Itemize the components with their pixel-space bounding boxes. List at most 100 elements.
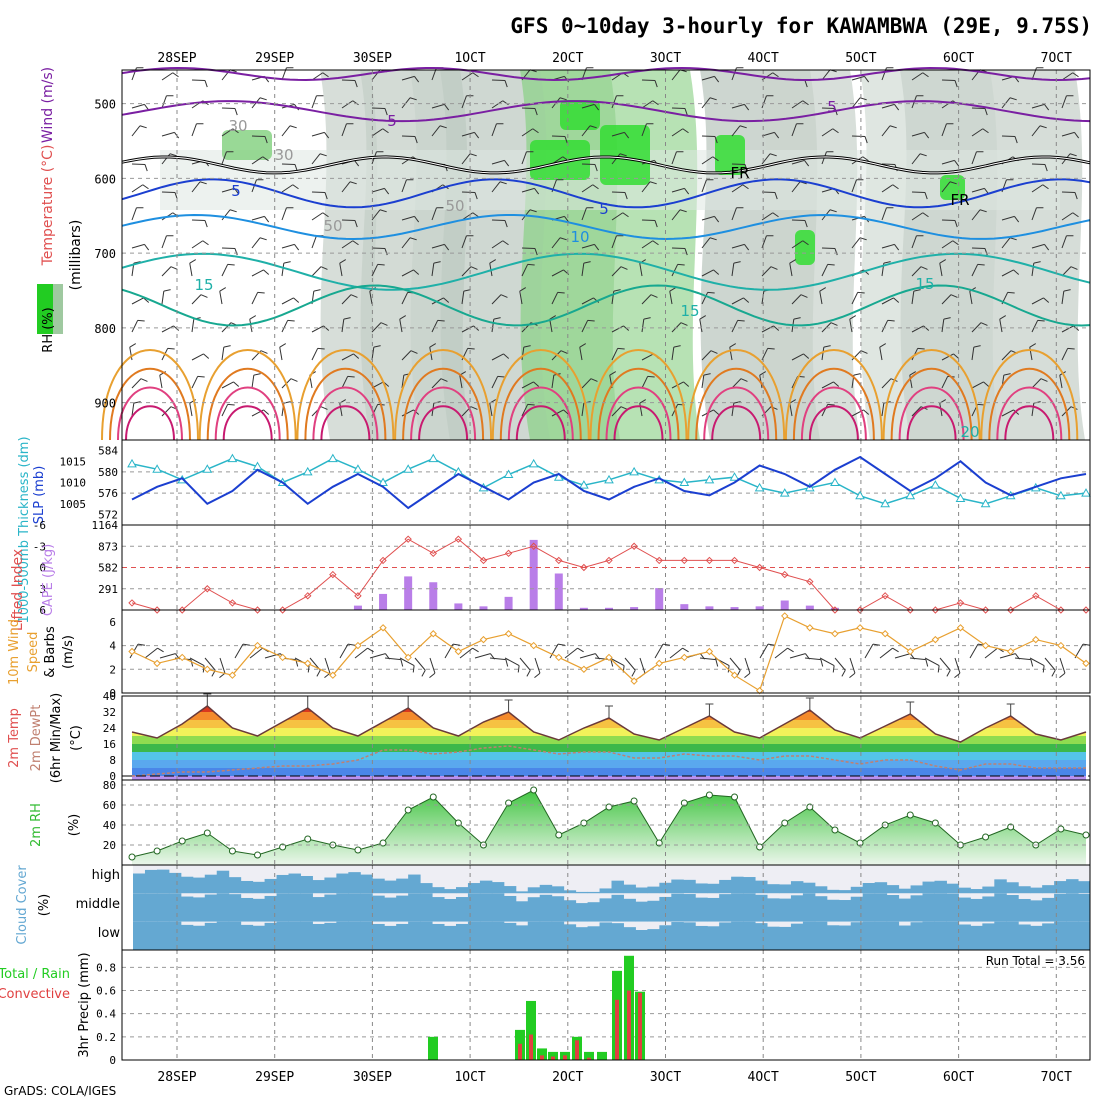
- cloud-cover-bar: [611, 894, 624, 922]
- upper-wind-barb: [1031, 184, 1044, 193]
- temperature-contour-line: [121, 178, 1091, 209]
- upper-wind-barb: [581, 263, 585, 277]
- upper-wind-barb-flag: [503, 353, 510, 359]
- cloud-cover-bar: [228, 921, 242, 950]
- cloud-cover-bar: [156, 893, 170, 922]
- temp-minmax-bar: [504, 699, 513, 712]
- cloud-cover-bar: [1018, 898, 1031, 922]
- surface-wind-barb-flag: [517, 665, 520, 673]
- time-axis-top-label: 1OCT: [454, 51, 485, 66]
- upper-wind-barb: [761, 325, 774, 333]
- upper-wind-barb-flag: [564, 136, 568, 144]
- cloud-cover-bar: [527, 887, 541, 894]
- rh2m-marker: [203, 829, 211, 837]
- cloud-cover-bar: [408, 893, 421, 922]
- upper-wind-barb: [281, 243, 295, 249]
- contour-label: FR: [730, 164, 749, 182]
- wind-speed-marker: [404, 653, 412, 662]
- surface-wind-barb-flag: [662, 643, 670, 646]
- upper-wind-barb-flag: [323, 325, 330, 331]
- cloud-cover-bar: [898, 925, 912, 950]
- cloud-cover-bar: [767, 884, 780, 894]
- upper-wind-barb: [551, 269, 564, 277]
- panel5-ytick: 32: [103, 706, 116, 719]
- cloud-cover-bar: [551, 921, 565, 950]
- wind-speed-marker: [1006, 647, 1015, 656]
- upper-wind-barb: [371, 209, 381, 221]
- surface-wind-barb: [549, 643, 559, 659]
- upper-wind-barb: [791, 240, 804, 249]
- upper-wind-barb: [701, 350, 712, 361]
- temp2m-axis-label: (°C): [69, 725, 84, 751]
- upper-wind-barb-flag: [684, 188, 690, 195]
- upper-wind-barb-flag: [463, 289, 471, 292]
- cloud-cover-bar: [1054, 921, 1067, 950]
- cloud-cover-bar: [970, 925, 983, 950]
- cloud-cover-bar: [623, 898, 636, 922]
- cloud-cover-bar: [312, 897, 325, 922]
- surface-wind-barb-flag: [347, 643, 355, 646]
- temp-minmax-bar: [303, 695, 312, 708]
- upper-wind-barb-flag: [673, 345, 681, 348]
- upper-wind-barb: [401, 375, 405, 389]
- upper-wind-barb: [311, 95, 317, 109]
- upper-wind-barb-flag: [142, 184, 149, 190]
- wind-speed-marker: [1032, 635, 1040, 644]
- cloud-cover-bar: [467, 921, 481, 950]
- surface-wind-barb-flag: [400, 659, 404, 667]
- wind-speed-marker: [856, 624, 864, 632]
- cloud-cover-bar: [970, 898, 983, 922]
- upper-wind-barb: [341, 353, 354, 361]
- precip-convective-bar: [627, 990, 631, 1060]
- upper-wind-barb: [761, 266, 772, 277]
- lifted-index-marker: [806, 577, 814, 586]
- temperature-band: [132, 744, 1086, 752]
- rh-high-region: [222, 130, 272, 160]
- upper-wind-barb-flag: [953, 353, 960, 359]
- upper-wind-barb: [249, 319, 253, 333]
- lifted-index-marker: [956, 599, 965, 607]
- upper-wind-barb-flag: [709, 97, 717, 101]
- upper-wind-barb-flag: [163, 289, 171, 292]
- rh-high-region: [795, 230, 815, 265]
- panel4-frame: [121, 609, 1091, 694]
- cloud-cover-bar: [671, 922, 684, 950]
- upper-wind-barb: [819, 291, 823, 305]
- surface-wind-barb: [429, 657, 436, 674]
- time-axis-bottom-label: 28SEP: [157, 1070, 196, 1085]
- temperature-band: [132, 776, 1086, 780]
- upper-wind-barb: [161, 406, 172, 417]
- cloud-cover-bar: [336, 921, 349, 950]
- panel8-ytick: 0.2: [96, 1031, 116, 1044]
- cloud-cover-bar: [372, 878, 385, 894]
- surface-wind-barb-flag: [1042, 665, 1045, 673]
- upper-wind-barb: [251, 375, 255, 389]
- temperature-band: [132, 706, 1086, 712]
- cloud-cover-bar: [767, 898, 780, 922]
- lifted-index-marker: [605, 556, 613, 565]
- cloud-cover-bar: [1006, 895, 1019, 922]
- freezing-level-line-inner: [121, 156, 1091, 174]
- upper-wind-barb-flag: [977, 263, 985, 266]
- upper-wind-barb-flag: [167, 347, 175, 350]
- warm-temperature-contour: [410, 386, 477, 441]
- upper-wind-barb: [521, 128, 534, 137]
- upper-wind-barb-flag: [803, 353, 810, 359]
- upper-wind-barb: [971, 264, 979, 277]
- upper-wind-barb-flag: [919, 153, 927, 157]
- cloud-cover-bar: [874, 893, 888, 922]
- warm-temperature-contour: [214, 386, 281, 441]
- upper-wind-barb-flag: [1043, 297, 1050, 303]
- rh2m-marker: [128, 853, 136, 861]
- upper-wind-barb-flag: [290, 378, 298, 382]
- upper-wind-barb-flag: [594, 164, 598, 172]
- surface-wind-barb: [729, 657, 741, 671]
- upper-wind-barb: [881, 103, 895, 109]
- precip-convective-bar: [575, 1040, 579, 1060]
- surface-wind-barb: [909, 657, 926, 661]
- surface-wind-barb-flag: [577, 647, 584, 653]
- cloud-cover-bar: [946, 893, 959, 922]
- cape-bar: [404, 576, 413, 610]
- cloud-cover-bar: [1066, 921, 1079, 950]
- cloud-cover-bar: [527, 897, 541, 922]
